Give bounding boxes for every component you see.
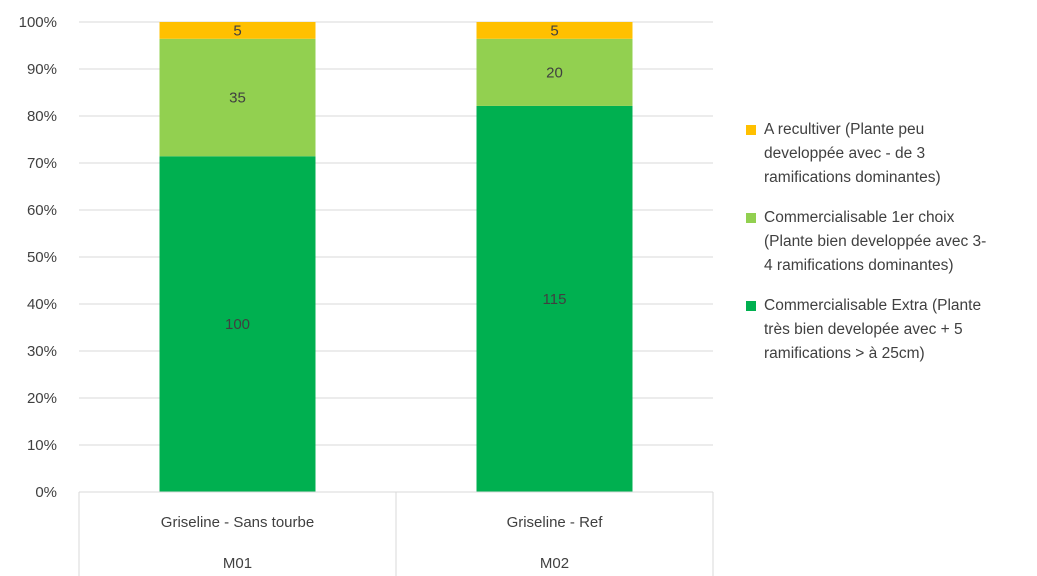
y-tick-label: 10% — [27, 437, 57, 454]
data-label: 5 — [550, 22, 558, 39]
bar-segment — [476, 38, 633, 106]
y-tick-label: 30% — [27, 343, 57, 360]
category-group-label: M01 — [223, 555, 252, 572]
bar-segment — [476, 22, 633, 39]
data-label: 5 — [233, 22, 241, 39]
bar-segment — [159, 22, 316, 39]
legend-item: A recultiver (Plante peu developpée avec … — [746, 118, 1031, 190]
bar-segment — [476, 105, 633, 492]
y-tick-label: 100% — [19, 14, 57, 31]
category-group-label: M02 — [540, 555, 569, 572]
category-label: Griseline - Sans tourbe — [161, 514, 314, 531]
y-tick-label: 90% — [27, 61, 57, 78]
category-labels: Griseline - Sans tourbe M01 Griseline - Re… — [161, 514, 603, 572]
legend-swatch — [746, 301, 756, 311]
bars: 100 35 5 115 20 5 — [159, 22, 633, 493]
legend-item: Commercialisable 1er choix (Plante bien d… — [746, 206, 1031, 278]
y-tick-label: 60% — [27, 202, 57, 219]
y-tick-label: 80% — [27, 108, 57, 125]
legend-item: Commercialisable Extra (Plante très bien … — [746, 294, 1031, 366]
data-label: 20 — [546, 64, 563, 81]
legend-label: Commercialisable 1er choix (Plante bien d… — [764, 209, 987, 274]
y-tick-label: 50% — [27, 249, 57, 266]
y-tick-label: 0% — [35, 484, 57, 501]
y-axis-tick-labels: 0% 10% 20% 30% 40% 50% 60% 70% 80% 90% 100% — [19, 14, 57, 501]
category-axis-table — [78, 491, 714, 576]
y-tick-label: 70% — [27, 155, 57, 172]
bar-segment — [159, 38, 316, 157]
data-label: 115 — [543, 291, 567, 308]
data-label: 35 — [229, 90, 246, 107]
legend-swatch — [746, 125, 756, 135]
legend-swatch — [746, 213, 756, 223]
legend-label: Commercialisable Extra (Plante très bien … — [764, 297, 982, 362]
y-tick-label: 20% — [27, 390, 57, 407]
bar-segment — [159, 156, 316, 493]
data-label: 100 — [225, 316, 250, 333]
y-tick-label: 40% — [27, 296, 57, 313]
legend: A recultiver (Plante peu developpée avec … — [746, 118, 1031, 382]
category-label: Griseline - Ref — [507, 514, 604, 531]
legend-label: A recultiver (Plante peu developpée avec … — [764, 121, 941, 186]
